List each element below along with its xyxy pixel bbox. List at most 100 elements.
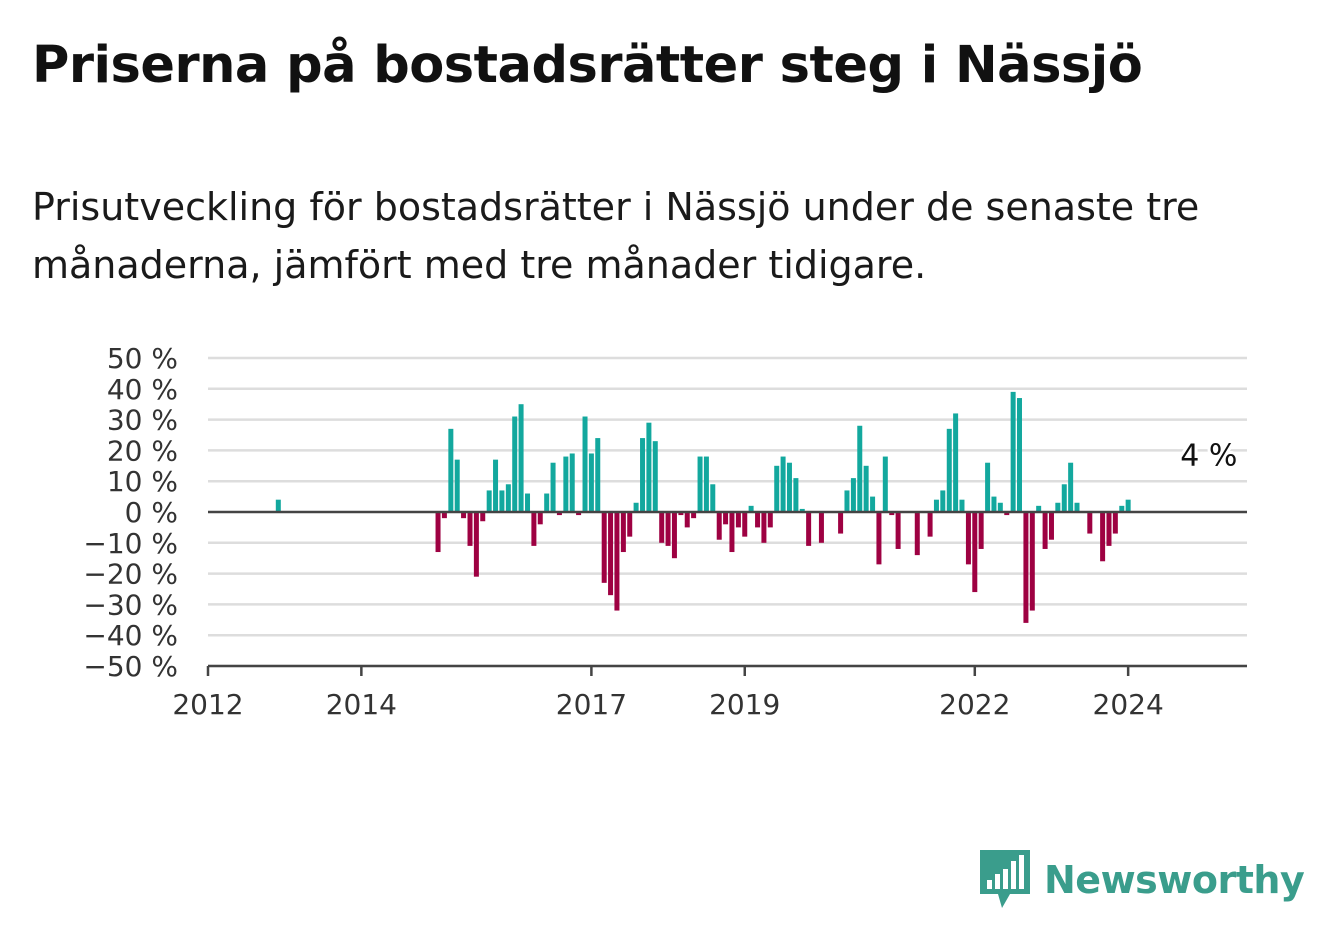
bar (761, 512, 767, 543)
y-tick-label: 30 % (107, 404, 178, 437)
bar (882, 456, 888, 512)
bar (742, 512, 748, 537)
bar (633, 502, 639, 512)
bar (1042, 512, 1048, 549)
bar (556, 512, 562, 516)
bar (1100, 512, 1106, 562)
x-tick-label: 2024 (1093, 688, 1164, 721)
x-tick-label: 2022 (939, 688, 1010, 721)
bar (493, 459, 499, 512)
x-tick-label: 2014 (326, 688, 397, 721)
bar (1036, 505, 1042, 512)
bar (953, 413, 959, 512)
bar (588, 453, 594, 512)
bar (1087, 512, 1093, 534)
bar (876, 512, 882, 565)
bar (480, 512, 486, 522)
bar (1074, 502, 1080, 512)
bar (895, 512, 901, 549)
bar (870, 496, 876, 512)
y-tick-label: −10 % (83, 527, 178, 560)
bar (275, 499, 281, 512)
bar (716, 512, 722, 540)
y-tick-label: −40 % (83, 619, 178, 652)
bar (563, 456, 569, 512)
bar (505, 484, 511, 512)
newsworthy-logo-icon (980, 850, 1030, 908)
bar (665, 512, 671, 546)
bar (697, 456, 703, 512)
bar (486, 490, 492, 512)
bar (576, 512, 582, 516)
y-tick-label: 20 % (107, 434, 178, 467)
x-tick-label: 2017 (556, 688, 627, 721)
bar (659, 512, 665, 543)
bar (1010, 391, 1016, 512)
y-tick-label: −30 % (83, 588, 178, 621)
bar (646, 422, 652, 512)
bar (1048, 512, 1054, 540)
bar (748, 505, 754, 512)
bar (1106, 512, 1112, 546)
bar (844, 490, 850, 512)
bar (544, 493, 550, 512)
bar (582, 416, 588, 512)
bar (461, 512, 467, 519)
y-tick-label: −20 % (83, 558, 178, 591)
bar (652, 441, 658, 512)
bar (1061, 484, 1067, 512)
chart-title: Priserna på bostadsrätter steg i Nässjö (32, 36, 1143, 95)
y-tick-label: 10 % (107, 465, 178, 498)
bar (1125, 499, 1131, 512)
bar (914, 512, 920, 556)
bar (933, 499, 939, 512)
axes (206, 510, 1247, 676)
bar (997, 502, 1003, 512)
y-tick-label: −50 % (83, 650, 178, 683)
bar (927, 512, 933, 537)
bar (703, 456, 709, 512)
bar (1016, 398, 1022, 512)
bar (850, 478, 856, 512)
bar (1004, 512, 1010, 516)
bar (818, 512, 824, 543)
bar (531, 512, 537, 546)
bar (627, 512, 633, 537)
bar (448, 428, 454, 512)
y-tick-label: 0 % (125, 496, 178, 529)
y-tick-label: 50 % (107, 342, 178, 375)
bar (1023, 512, 1029, 623)
bar (620, 512, 626, 553)
bar (569, 453, 575, 512)
bar (441, 512, 447, 519)
bar (985, 462, 991, 512)
bar (710, 484, 716, 512)
bar (735, 512, 741, 528)
last-value-label: 4 % (1180, 439, 1237, 474)
bar (978, 512, 984, 549)
bar (863, 465, 869, 512)
bar (767, 512, 773, 528)
bar (640, 438, 646, 512)
bar (614, 512, 620, 611)
bar (499, 490, 505, 512)
chart-subtitle: Prisutveckling för bostadsrätter i Nässj… (32, 185, 1200, 287)
x-tick-label: 2012 (172, 688, 243, 721)
bar (940, 490, 946, 512)
bar (1029, 512, 1035, 611)
bar (473, 512, 479, 577)
bar (793, 478, 799, 512)
bar (965, 512, 971, 565)
y-tick-label: 40 % (107, 373, 178, 406)
bar (755, 512, 761, 528)
bar (1112, 512, 1118, 534)
bar (691, 512, 697, 519)
bar (467, 512, 473, 546)
bar (889, 512, 895, 516)
bar (684, 512, 690, 528)
bar (537, 512, 543, 525)
bar (608, 512, 614, 596)
bar (806, 512, 812, 546)
bar (991, 496, 997, 512)
bar (729, 512, 735, 553)
